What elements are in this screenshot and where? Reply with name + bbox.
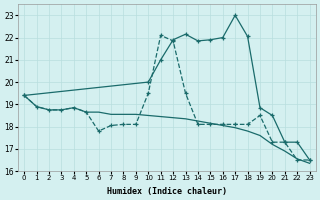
X-axis label: Humidex (Indice chaleur): Humidex (Indice chaleur) (107, 187, 227, 196)
